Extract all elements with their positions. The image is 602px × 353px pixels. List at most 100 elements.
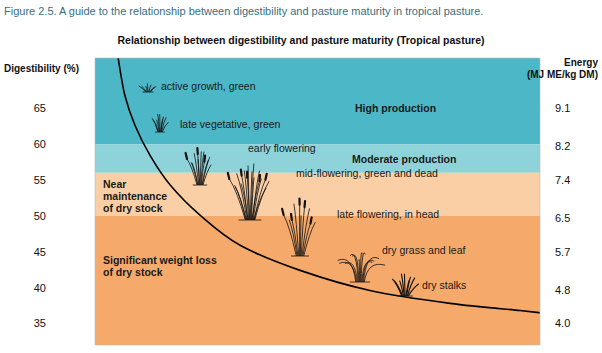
plant-head — [282, 209, 284, 215]
y2-axis-label-line: (MJ ME/kg DM) — [527, 69, 598, 80]
plant-blade — [358, 259, 360, 282]
y2-tick-label: 7.4 — [555, 174, 570, 186]
plant-blade — [203, 165, 211, 185]
plant-blade — [147, 83, 149, 92]
plant-head — [310, 217, 311, 223]
plant-blade — [150, 86, 156, 92]
plant-blade — [292, 220, 298, 256]
y-tick-label: 50 — [34, 210, 46, 222]
plant-blade — [242, 176, 248, 220]
title: Relationship between digestibility and p… — [118, 34, 485, 46]
plant-base — [155, 132, 165, 133]
plant-blade — [294, 204, 299, 256]
plant-icon — [228, 163, 269, 220]
plant-icon — [338, 253, 386, 282]
stage-label: late flowering, in head — [337, 208, 439, 220]
plant-icon — [152, 114, 168, 132]
y-axis-label: Digestibility (%) — [4, 63, 79, 74]
plant-icon — [282, 199, 315, 256]
stage-label: dry stalks — [422, 279, 466, 291]
plant-blade — [153, 120, 158, 132]
plant-head — [298, 199, 300, 205]
plant-blade — [284, 215, 297, 256]
plant-base — [291, 256, 309, 257]
band-label: Significant weight lossof dry stock — [103, 254, 217, 278]
band-label: High production — [355, 102, 436, 114]
plant-blade — [408, 284, 419, 296]
maturity-curve — [118, 58, 540, 313]
plant-head — [196, 148, 199, 154]
plant-blade — [350, 254, 358, 282]
plant-blade — [404, 274, 406, 296]
y-tick-label: 60 — [34, 138, 46, 150]
chart-root: Figure 2.5. A guide to the relationship … — [0, 0, 602, 353]
plant-head — [290, 214, 293, 220]
plant-head — [240, 170, 243, 176]
band — [95, 216, 540, 345]
plant-base — [397, 296, 413, 297]
plant-head — [246, 172, 248, 178]
plant-head — [265, 174, 266, 180]
band-label: Nearmaintenanceof dry stock — [103, 178, 167, 214]
caption: Figure 2.5. A guide to the relationship … — [4, 5, 483, 17]
y2-tick-label: 4.0 — [555, 317, 570, 329]
y-tick-label: 40 — [34, 282, 46, 294]
band — [95, 173, 540, 216]
y2-axis-label-line: Energy — [564, 57, 598, 68]
plant-blade — [194, 153, 199, 185]
y-tick-label: 35 — [34, 317, 46, 329]
band-label-line: Near — [103, 178, 126, 190]
plot-frame — [95, 58, 540, 345]
y2-tick-label: 5.7 — [555, 246, 570, 258]
plant-base — [193, 185, 207, 186]
plant-head — [228, 173, 230, 179]
plant-head — [203, 156, 206, 162]
plot-marks — [95, 58, 540, 345]
band-label-line: of dry stock — [103, 202, 163, 214]
y2-tick-label: 8.2 — [555, 140, 570, 152]
plant-blade — [401, 274, 404, 296]
stage-label: early flowering — [248, 142, 316, 154]
y2-tick-label: 6.5 — [555, 212, 570, 224]
y2-tick-label: 4.8 — [555, 284, 570, 296]
plant-blade — [142, 86, 147, 92]
band — [95, 58, 540, 144]
plant-icon — [186, 148, 212, 185]
plant-blade — [289, 220, 297, 256]
stage-label: active growth, green — [161, 80, 256, 92]
band-label-line: High production — [355, 102, 436, 114]
plant-blade — [139, 86, 146, 92]
plant-icon — [392, 274, 418, 296]
plant-blade — [345, 263, 357, 282]
plant-blade — [394, 281, 402, 296]
plant-blade — [407, 278, 414, 296]
plant-blade — [146, 86, 147, 92]
y2-axis-label: Energy(MJ ME/kg DM) — [527, 57, 599, 80]
plant-blade — [198, 154, 199, 185]
y-tick-label: 55 — [34, 174, 46, 186]
stage-label: dry grass and leaf — [382, 244, 466, 256]
plant-blade — [364, 264, 385, 282]
plant-blade — [247, 178, 250, 220]
plant-blade — [248, 166, 249, 220]
y2-tick-label: 9.1 — [555, 102, 570, 114]
band-label-line: of dry stock — [103, 266, 163, 278]
plant-blade — [363, 257, 379, 282]
plant-icon — [139, 83, 156, 92]
band-label-line: Moderate production — [352, 153, 456, 165]
plant-blade — [244, 171, 248, 220]
plant-blade — [352, 255, 359, 282]
plant-blade — [363, 260, 375, 282]
plant-blade — [299, 205, 300, 256]
band-label: Moderate production — [352, 153, 456, 165]
plant-base — [350, 282, 370, 283]
plant-head — [303, 201, 306, 207]
plant-head — [186, 153, 188, 159]
plant-blade — [162, 122, 168, 132]
plant-blade — [304, 222, 316, 256]
stage-label: mid-flowering, green and dead — [296, 167, 438, 179]
y-tick-label: 45 — [34, 246, 46, 258]
band-label-line: maintenance — [103, 190, 167, 202]
plant-blade — [255, 181, 269, 220]
plant-blade — [198, 159, 200, 185]
